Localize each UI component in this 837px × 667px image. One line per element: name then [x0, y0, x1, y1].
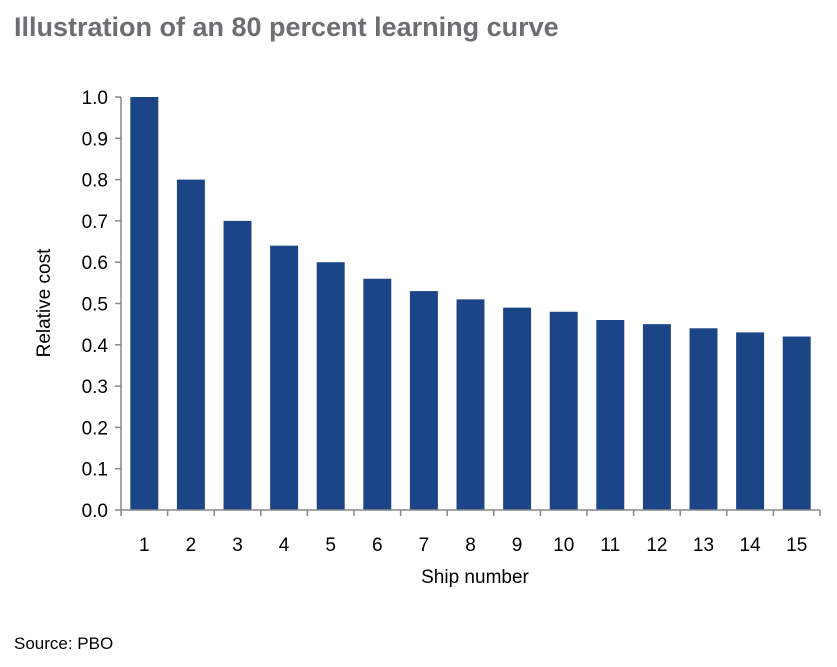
bar-7: [409, 291, 438, 510]
x-tick-label: 8: [465, 535, 476, 556]
x-tick-label: 6: [372, 535, 383, 556]
x-tick-label: 10: [553, 535, 574, 556]
x-tick-label: 5: [325, 535, 336, 556]
y-tick-label: 0.8: [82, 171, 108, 192]
bar-6: [363, 278, 392, 510]
y-tick-label: 0.1: [82, 460, 108, 481]
x-tick-label: 3: [232, 535, 243, 556]
bars-group: [130, 97, 811, 510]
y-tick-label: 0.0: [82, 501, 108, 522]
bar-13: [689, 328, 718, 510]
bar-4: [270, 245, 299, 510]
source-note: Source: PBO: [14, 634, 114, 653]
y-tick-label: 0.6: [82, 253, 108, 274]
bar-2: [176, 179, 205, 510]
x-tick-label: 9: [512, 535, 523, 556]
bar-1: [130, 97, 159, 510]
bar-9: [503, 307, 532, 510]
bar-3: [223, 220, 252, 510]
bar-14: [736, 332, 765, 510]
y-tick-label: 0.2: [82, 418, 108, 439]
y-tick-label: 0.4: [82, 336, 109, 357]
y-tick-label: 1.0: [82, 88, 108, 109]
bar-12: [642, 324, 671, 510]
x-ticks-group: 1 2 3 4 5 6 7 8 9 10 11 12 13 14 15: [120, 510, 821, 556]
x-tick-label: 13: [693, 535, 714, 556]
x-tick-label: 14: [740, 535, 762, 556]
bar-8: [456, 299, 485, 510]
bar-11: [596, 320, 625, 510]
x-tick-label: 4: [279, 535, 290, 556]
chart-title: Illustration of an 80 percent learning c…: [14, 12, 559, 42]
y-tick-label: 0.7: [82, 212, 108, 233]
x-tick-label: 11: [600, 535, 620, 556]
bar-5: [316, 262, 345, 510]
x-axis-title: Ship number: [421, 567, 529, 588]
x-tick-label: 12: [646, 535, 667, 556]
y-tick-label: 0.9: [82, 129, 108, 150]
y-tick-label: 0.3: [82, 377, 108, 398]
bar-15: [782, 336, 811, 510]
y-tick-label: 0.5: [82, 295, 108, 316]
x-tick-label: 2: [186, 535, 197, 556]
x-tick-label: 7: [419, 535, 430, 556]
y-ticks-group: 0.0 0.1 0.2 0.3 0.4 0.5 0.6 0.7 0.8 0.9 1.0: [82, 88, 121, 522]
bar-10: [549, 311, 578, 510]
x-tick-label: 15: [786, 535, 807, 556]
x-tick-label: 1: [139, 535, 150, 556]
y-axis-title: Relative cost: [34, 248, 55, 357]
